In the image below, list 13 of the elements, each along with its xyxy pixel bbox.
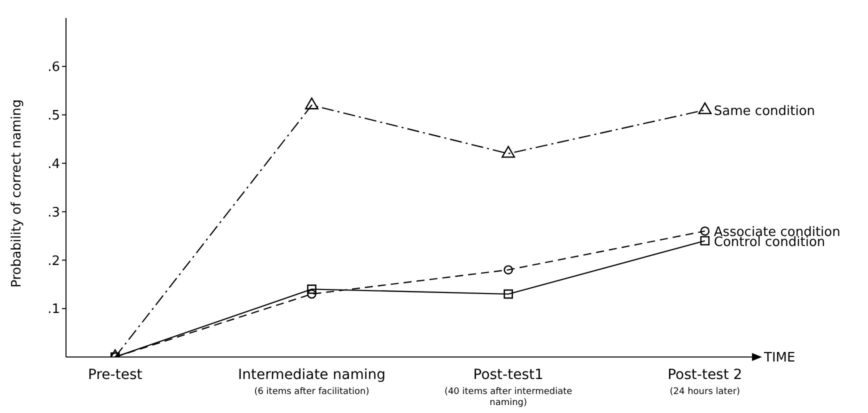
x-tick-label: Pre-test: [88, 367, 143, 383]
x-axis-title: TIME: [763, 350, 796, 366]
y-tick-label: .6: [48, 60, 60, 76]
series-label: Same condition: [714, 104, 816, 120]
y-tick-label: .3: [48, 205, 60, 220]
y-tick-label: .2: [48, 254, 60, 269]
y-axis-title: Probability of correct naming: [10, 99, 25, 288]
y-tick-label: .4: [48, 156, 60, 172]
y-tick-label: .5: [48, 108, 60, 124]
x-tick-label: Intermediate naming (6 items after facilitation): [238, 367, 386, 397]
y-tick-label: .1: [48, 302, 60, 318]
x-tick-label: Post-test1 (40 items after intermediate naming): [444, 367, 573, 408]
x-tick-label: Post-test 2 (24 hours later): [668, 367, 742, 397]
